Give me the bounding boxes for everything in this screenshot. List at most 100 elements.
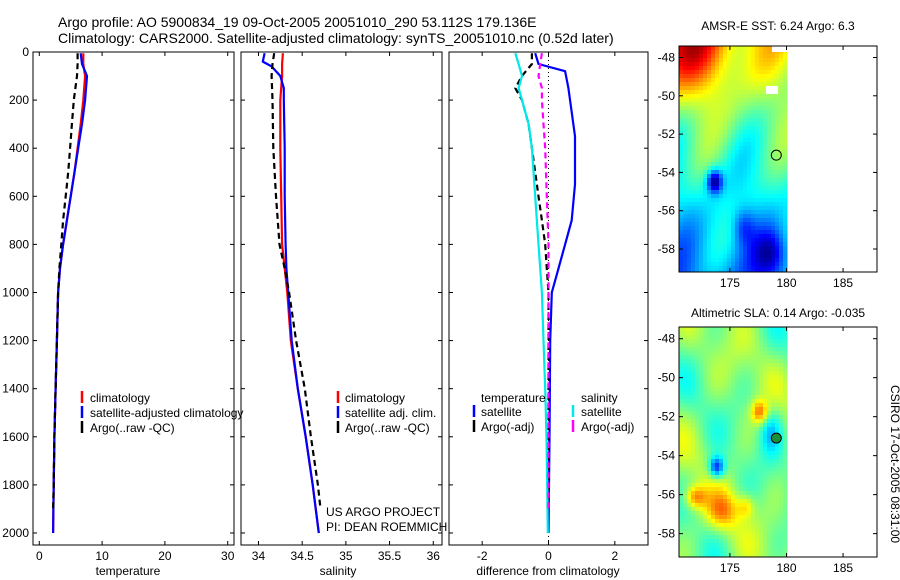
sst-map-cell <box>707 194 712 199</box>
sla-map-cell <box>707 499 712 504</box>
sst-map-cell <box>779 226 784 231</box>
sla-map-cell <box>695 459 700 464</box>
sla-map-cell <box>703 399 708 404</box>
sla-map-cell <box>747 439 752 444</box>
sst-map-cell <box>691 250 696 255</box>
sla-map-cell <box>679 387 684 392</box>
sla-map-cell <box>731 531 736 536</box>
sst-map-cell <box>727 258 732 263</box>
sla-map-cell <box>691 459 696 464</box>
sst-map-cell <box>695 234 700 239</box>
sst-map-cell <box>699 174 704 179</box>
sla-map-cell <box>779 515 784 520</box>
sst-map-cell <box>747 206 752 211</box>
sla-map-cell <box>703 507 708 512</box>
sst-map-cell <box>727 142 732 147</box>
sst-map-cell <box>719 262 724 267</box>
sla-map-cell <box>719 523 724 528</box>
sst-map-cell <box>735 182 740 187</box>
sla-map-cell <box>743 455 748 460</box>
sla-map-cell <box>783 499 788 504</box>
sla-map-cell <box>723 443 728 448</box>
sla-map-cell <box>783 547 788 552</box>
sla-map-cell <box>779 383 784 388</box>
sla-map-cell <box>767 423 772 428</box>
sla-map-cell <box>707 523 712 528</box>
sla-map-cell <box>723 483 728 488</box>
sla-map-cell <box>771 459 776 464</box>
sst-map-cell <box>707 150 712 155</box>
sst-map-cell <box>755 138 760 143</box>
sla-map-cell <box>763 455 768 460</box>
sla-map-cell <box>731 435 736 440</box>
sst-map-cell <box>719 242 724 247</box>
sla-map-cell <box>719 455 724 460</box>
sla-map-cell <box>735 519 740 524</box>
sla-map-cell <box>695 379 700 384</box>
sst-map-cell <box>723 50 728 55</box>
sla-map-cell <box>763 331 768 336</box>
sst-map-cell <box>751 150 756 155</box>
sla-map-cell <box>683 483 688 488</box>
sla-map-cell <box>731 403 736 408</box>
sst-map-cell <box>683 210 688 215</box>
sla-map-cell <box>771 399 776 404</box>
sst-map-cell <box>739 258 744 263</box>
sst-map-cell <box>687 102 692 107</box>
sla-map-cell <box>779 411 784 416</box>
sla-map-cell <box>759 407 764 412</box>
sst-map-cell <box>771 142 776 147</box>
sst-map-cell <box>683 50 688 55</box>
sst-map-cell <box>779 166 784 171</box>
sst-map-cell <box>691 154 696 159</box>
sst-map-cell <box>703 94 708 99</box>
sla-map-cell <box>739 475 744 480</box>
sla-map-cell <box>719 527 724 532</box>
sst-map-cell <box>735 138 740 143</box>
sst-map-cell <box>755 222 760 227</box>
sla-map-cell <box>731 327 736 332</box>
sla-map-cell <box>719 331 724 336</box>
sst-map-cell <box>755 198 760 203</box>
sst-map-cell <box>783 218 788 223</box>
sst-map-cell <box>751 166 756 171</box>
sst-map-cell <box>747 246 752 251</box>
sla-map-cell <box>719 515 724 520</box>
sla-map-cell <box>771 423 776 428</box>
sst-map-cell <box>783 66 788 71</box>
sla-map-cell <box>719 519 724 524</box>
sst-map-cell <box>715 114 720 119</box>
sst-map-cell <box>695 94 700 99</box>
sla-map-cell <box>707 387 712 392</box>
sst-map-cell <box>695 230 700 235</box>
sst-map-cell <box>763 114 768 119</box>
sst-map-cell <box>687 218 692 223</box>
sla-map-cell <box>683 503 688 508</box>
sst-map-cell <box>723 166 728 171</box>
sst-map-cell <box>771 126 776 131</box>
sla-map-cell <box>743 499 748 504</box>
sla-map-cell <box>715 507 720 512</box>
sst-map-cell <box>747 58 752 63</box>
sla-map-cell <box>695 539 700 544</box>
sla-map-cell <box>699 495 704 500</box>
sla-map-cell <box>759 459 764 464</box>
sla-map-cell <box>711 407 716 412</box>
sla-map-cell <box>759 531 764 536</box>
sst-map-cell <box>767 98 772 103</box>
sla-map-float-marker <box>770 432 782 444</box>
sla-map-cell <box>703 483 708 488</box>
sst-map-cell <box>691 70 696 75</box>
sla-map-cell <box>763 491 768 496</box>
sst-map-cell <box>687 254 692 259</box>
sla-map-cell <box>779 543 784 548</box>
sla-map-cell <box>779 367 784 372</box>
sst-map-cell <box>687 238 692 243</box>
sst-map-cell <box>747 146 752 151</box>
sst-map-cell <box>711 242 716 247</box>
sst-map-cell <box>739 62 744 67</box>
sla-map-cell <box>723 371 728 376</box>
sst-map-cell <box>775 266 780 271</box>
sla-map-cell <box>691 343 696 348</box>
sla-map-cell <box>743 359 748 364</box>
